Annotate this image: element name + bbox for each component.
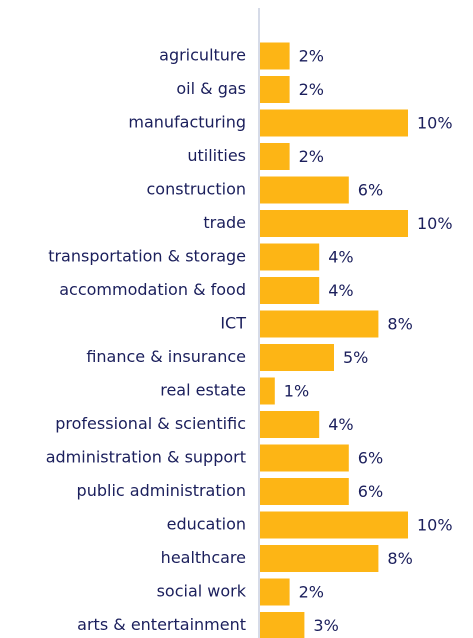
category-label: healthcare <box>161 548 246 567</box>
value-label: 6% <box>358 449 383 468</box>
bar <box>260 411 320 438</box>
value-label: 1% <box>284 382 309 401</box>
bar <box>260 42 290 70</box>
bar <box>260 444 349 472</box>
category-label: arts & entertainment <box>77 615 246 634</box>
category-label: finance & insurance <box>86 347 246 366</box>
category-label: construction <box>147 180 247 199</box>
value-label: 4% <box>328 281 353 300</box>
bar <box>260 277 320 304</box>
value-label: 10% <box>417 516 453 535</box>
category-label: professional & scientific <box>55 414 246 433</box>
value-label: 10% <box>417 214 453 233</box>
category-label: transportation & storage <box>48 247 246 266</box>
bar <box>260 109 408 137</box>
category-label: ICT <box>220 314 246 333</box>
value-label: 4% <box>328 415 353 434</box>
value-label: 2% <box>299 147 324 166</box>
value-label: 2% <box>299 583 324 602</box>
category-label: education <box>167 515 246 534</box>
category-label: manufacturing <box>128 113 246 132</box>
category-label: real estate <box>160 381 246 400</box>
value-label: 8% <box>387 315 412 334</box>
bar <box>260 176 349 204</box>
value-label: 10% <box>417 114 453 133</box>
bar <box>260 377 275 405</box>
value-label: 2% <box>299 80 324 99</box>
bar <box>260 243 320 271</box>
category-label: public administration <box>77 481 246 500</box>
category-label: accommodation & food <box>59 280 246 299</box>
category-label: social work <box>157 582 247 601</box>
bar <box>260 76 290 103</box>
category-label: trade <box>203 213 246 232</box>
bar <box>260 310 379 338</box>
bar <box>260 545 379 572</box>
category-label: utilities <box>187 146 246 165</box>
bar <box>260 578 290 606</box>
bar <box>260 344 334 371</box>
value-label: 5% <box>343 348 368 367</box>
bar <box>260 511 408 539</box>
bar <box>260 143 290 170</box>
value-label: 3% <box>313 616 338 635</box>
value-label: 6% <box>358 482 383 501</box>
value-label: 8% <box>387 549 412 568</box>
category-label: oil & gas <box>176 79 246 98</box>
value-label: 6% <box>358 181 383 200</box>
value-label: 4% <box>328 248 353 267</box>
category-label: agriculture <box>159 46 246 65</box>
category-label: administration & support <box>46 448 246 467</box>
bar <box>260 210 408 237</box>
bar <box>260 612 305 638</box>
value-label: 2% <box>299 47 324 66</box>
bar <box>260 478 349 505</box>
